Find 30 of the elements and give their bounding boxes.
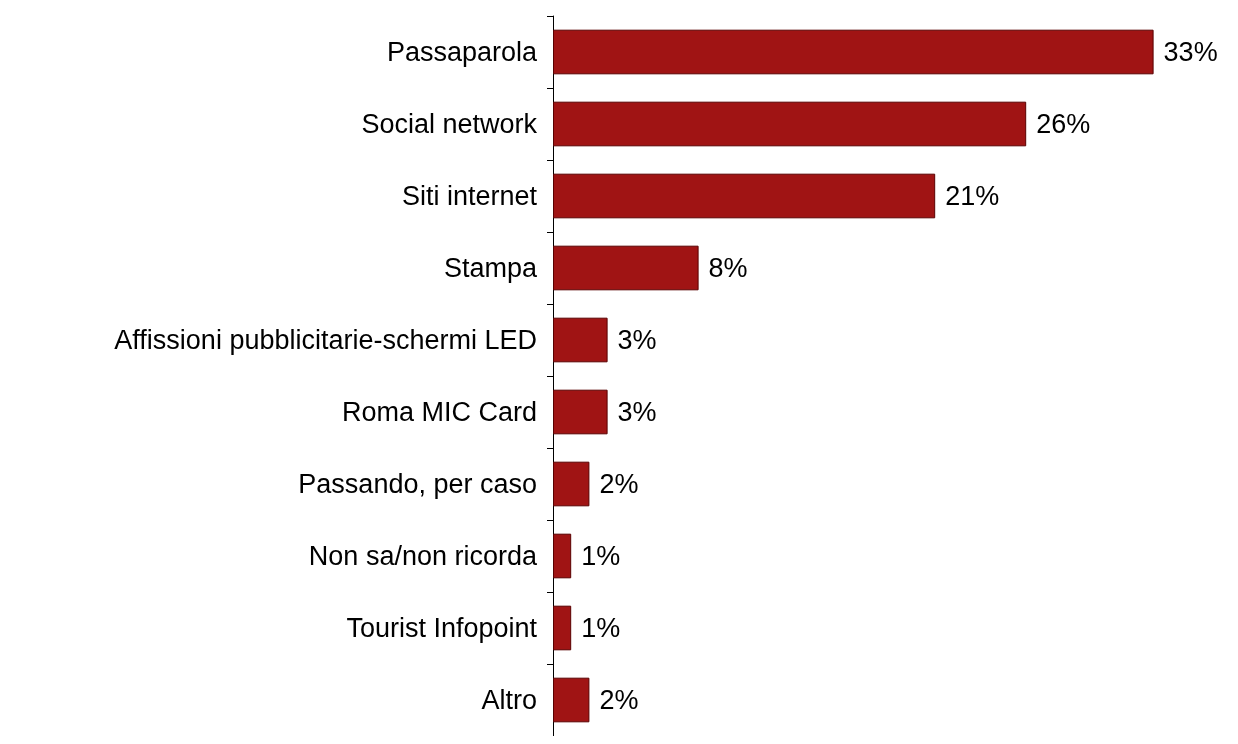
y-tick-label: Social network xyxy=(361,109,538,139)
data-label: 1% xyxy=(581,541,621,571)
data-label: 21% xyxy=(945,181,1000,211)
data-label: 26% xyxy=(1036,109,1091,139)
y-tick-label: Passando, per caso xyxy=(298,469,537,499)
bar xyxy=(553,389,608,435)
bar xyxy=(553,461,590,507)
y-tick-label: Roma MIC Card xyxy=(341,397,537,427)
bar xyxy=(553,29,1154,75)
data-label: 3% xyxy=(617,325,657,355)
bar xyxy=(553,533,572,579)
data-label: 3% xyxy=(617,397,657,427)
y-tick-label: Affissioni pubblicitarie-schermi LED xyxy=(114,325,537,355)
data-label: 33% xyxy=(1163,37,1218,67)
y-tick-label: Tourist Infopoint xyxy=(346,613,538,643)
bar xyxy=(553,605,572,651)
data-label: 2% xyxy=(599,469,639,499)
bar xyxy=(553,677,590,723)
bar xyxy=(553,101,1027,147)
y-tick-label: Altro xyxy=(481,685,537,715)
data-label: 1% xyxy=(581,613,621,643)
bar xyxy=(553,317,608,363)
y-tick-label: Passaparola xyxy=(386,37,538,67)
y-tick-label: Siti internet xyxy=(401,181,538,211)
bar xyxy=(553,245,699,291)
y-tick-label: Non sa/non ricorda xyxy=(308,541,538,571)
data-label: 2% xyxy=(599,685,639,715)
bar xyxy=(553,173,936,219)
data-label: 8% xyxy=(708,253,748,283)
y-tick-label: Stampa xyxy=(443,253,538,283)
